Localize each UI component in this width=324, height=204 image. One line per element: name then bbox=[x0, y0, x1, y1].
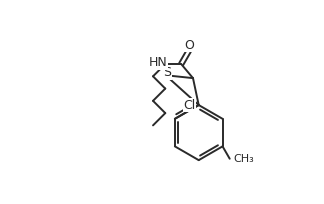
Text: O: O bbox=[184, 39, 194, 52]
Text: CH₃: CH₃ bbox=[233, 154, 254, 164]
Text: HN: HN bbox=[149, 56, 168, 69]
Text: Cl: Cl bbox=[183, 99, 196, 112]
Text: S: S bbox=[163, 66, 171, 79]
